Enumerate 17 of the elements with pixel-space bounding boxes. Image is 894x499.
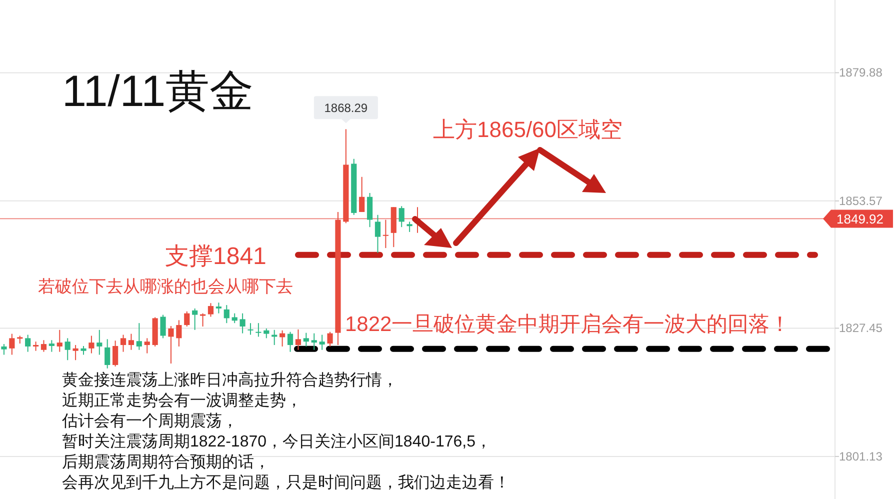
y-tick-label: 1827.45	[839, 321, 883, 336]
annotation: 上方1865/60区域空	[433, 117, 623, 142]
annotation: 1868.29	[324, 101, 368, 116]
annotation: 暂时关注震荡周期1822-1870，今日关注小区间1840-176,5，	[62, 432, 492, 450]
y-tick-label: 1801.13	[839, 449, 883, 464]
annotation: 若破位下去从哪涨的也会从哪下去	[38, 277, 293, 296]
y-tick-label: 1879.88	[839, 66, 883, 80]
ref-line-label: 1849.92	[836, 212, 884, 227]
annotation: 1822一旦破位黄金中期开启会有一波大的回落！	[345, 313, 791, 336]
annotation: 后期震荡周期符合预期的话，	[62, 453, 270, 471]
annotation: 近期正常走势会有一波调整走势，	[62, 392, 302, 410]
annotation: 黄金接连震荡上涨昨日冲高拉升符合趋势行情，	[62, 371, 398, 389]
text: 11/11黄金	[62, 67, 254, 116]
annotation: 估计会有一个周期震荡，	[61, 412, 238, 430]
ref-line-label: 支撑1841	[165, 242, 266, 270]
annotation: 会再次见到千九上方不是问题，只是时间问题，我们边走边看！	[62, 474, 510, 492]
y-tick-label: 1853.57	[839, 194, 883, 208]
